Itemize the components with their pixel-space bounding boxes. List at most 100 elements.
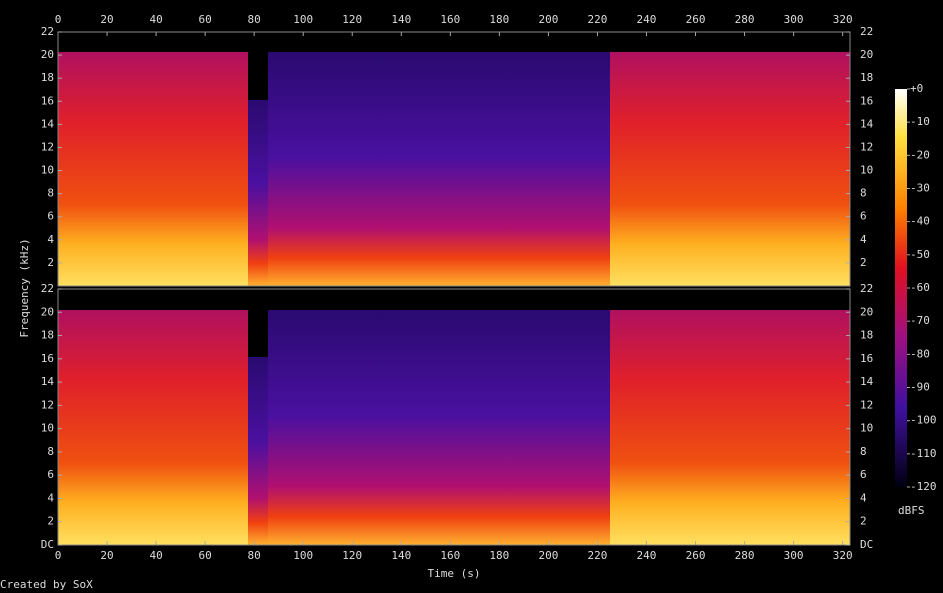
x-tick-label: 20 [100, 549, 113, 562]
x-tick-label: 240 [637, 549, 657, 562]
y-tick-label: 2 [47, 256, 54, 269]
y-tick-label: 16 [860, 352, 873, 365]
y-tick-label: 20 [860, 305, 873, 318]
y-tick-label: 18 [41, 71, 54, 84]
colorbar-tick-label: -80 [910, 347, 930, 360]
panel-frame [57, 288, 851, 546]
colorbar-tick-label: -100 [910, 414, 937, 427]
x-axis-label: Time (s) [428, 567, 481, 580]
x-tick-label: 320 [833, 13, 853, 26]
x-tick-label: 260 [686, 13, 706, 26]
y-tick-label: 22 [41, 282, 54, 295]
y-tick-label: 6 [860, 468, 867, 481]
x-tick-label: 180 [489, 549, 509, 562]
y-tick-label: 22 [860, 282, 873, 295]
y-tick-label: 14 [41, 375, 55, 388]
colorbar-label: dBFS [898, 504, 925, 517]
y-tick-label: 10 [860, 422, 873, 435]
y-tick-label: 22 [41, 25, 54, 38]
colorbar-tick-label: -30 [910, 182, 930, 195]
x-tick-label: 0 [55, 13, 62, 26]
y-tick-label: 16 [860, 94, 873, 107]
x-tick-label: 160 [440, 13, 460, 26]
y-tick-label: 8 [47, 187, 54, 200]
colorbar-tick-label: -10 [910, 115, 930, 128]
x-tick-label: 280 [735, 549, 755, 562]
y-axis-label: Frequency (kHz) [18, 238, 31, 337]
colorbar-tick-label: -40 [910, 215, 930, 228]
colorbar-tick-label: -50 [910, 248, 930, 261]
x-tick-label: 300 [784, 13, 804, 26]
y-tick-label: 4 [860, 491, 867, 504]
y-tick-label: 10 [860, 164, 873, 177]
y-tick-label: 2 [47, 515, 54, 528]
y-tick-label: 10 [41, 164, 54, 177]
y-tick-label: 18 [41, 329, 54, 342]
y-tick-label: 18 [860, 71, 873, 84]
y-tick-label: 4 [47, 491, 54, 504]
y-tick-label: 12 [41, 398, 54, 411]
x-tick-label: 220 [588, 13, 608, 26]
x-tick-label: 100 [293, 13, 313, 26]
y-tick-label: 8 [860, 445, 867, 458]
y-tick-label: 8 [860, 187, 867, 200]
colorbar-tick-label: -60 [910, 281, 930, 294]
colorbar-tick-label: -120 [910, 480, 937, 493]
x-tick-label: 260 [686, 549, 706, 562]
x-tick-label: 300 [784, 549, 804, 562]
y-tick-label: 18 [860, 329, 873, 342]
y-tick-label: 14 [860, 375, 874, 388]
x-tick-label: 60 [198, 13, 211, 26]
y-tick-label: 14 [41, 117, 55, 130]
x-tick-label: 240 [637, 13, 657, 26]
y-tick-label: 20 [41, 305, 54, 318]
y-tick-label: 8 [47, 445, 54, 458]
y-tick-label: 16 [41, 94, 54, 107]
y-tick-label: DC [860, 538, 873, 551]
x-tick-label: 280 [735, 13, 755, 26]
y-tick-label: 20 [860, 48, 873, 61]
spectrogram-image [58, 52, 850, 545]
x-tick-label: 140 [391, 549, 411, 562]
y-tick-label: 22 [860, 25, 873, 38]
colorbar-tick-label: -110 [910, 447, 937, 460]
x-tick-label: 140 [391, 13, 411, 26]
colorbar-tick-label: -20 [910, 148, 930, 161]
x-tick-label: 120 [342, 13, 362, 26]
x-tick-label: 80 [248, 549, 261, 562]
x-tick-label: 40 [149, 13, 162, 26]
colorbar [895, 89, 907, 487]
y-tick-label: 4 [47, 233, 54, 246]
y-tick-label: 2 [860, 256, 867, 269]
x-tick-label: 160 [440, 549, 460, 562]
x-tick-label: 200 [538, 13, 558, 26]
y-tick-label: 20 [41, 48, 54, 61]
x-tick-label: 320 [833, 549, 853, 562]
panel-frame [57, 31, 851, 287]
y-tick-label: 6 [47, 468, 54, 481]
x-tick-label: 40 [149, 549, 162, 562]
x-tick-label: 220 [588, 549, 608, 562]
y-tick-label: 16 [41, 352, 54, 365]
y-tick-label: 12 [860, 140, 873, 153]
y-tick-label: DC [41, 538, 54, 551]
x-tick-label: 120 [342, 549, 362, 562]
y-tick-label: 12 [860, 398, 873, 411]
y-tick-label: 4 [860, 233, 867, 246]
credit: Created by SoX [0, 578, 93, 591]
colorbar-tick-label: +0 [910, 82, 923, 95]
y-tick-label: 2 [860, 515, 867, 528]
x-tick-label: 80 [248, 13, 261, 26]
colorbar-tick-label: -90 [910, 381, 930, 394]
y-tick-label: 12 [41, 140, 54, 153]
x-tick-label: 100 [293, 549, 313, 562]
y-tick-label: 6 [860, 210, 867, 223]
y-tick-label: 10 [41, 422, 54, 435]
y-tick-label: 14 [860, 117, 874, 130]
x-tick-label: 20 [100, 13, 113, 26]
y-tick-label: 6 [47, 210, 54, 223]
x-tick-label: 180 [489, 13, 509, 26]
x-tick-label: 60 [198, 549, 211, 562]
x-tick-label: 0 [55, 549, 62, 562]
